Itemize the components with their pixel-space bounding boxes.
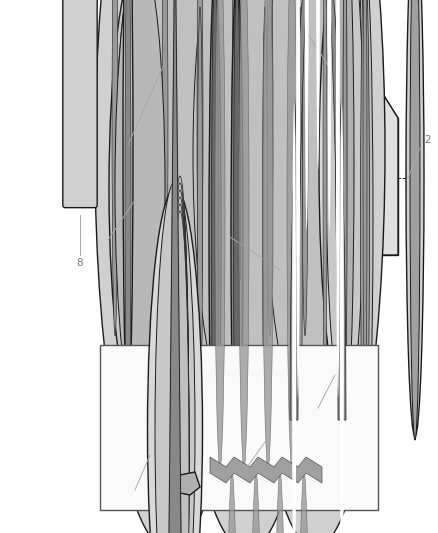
Ellipse shape: [212, 0, 219, 498]
Ellipse shape: [233, 7, 237, 429]
Ellipse shape: [148, 189, 202, 533]
Ellipse shape: [162, 0, 168, 336]
Ellipse shape: [360, 0, 370, 481]
Ellipse shape: [292, 104, 296, 533]
Ellipse shape: [326, 0, 364, 413]
Ellipse shape: [233, 0, 240, 500]
Ellipse shape: [193, 0, 301, 440]
Ellipse shape: [209, 0, 221, 497]
Ellipse shape: [406, 0, 424, 437]
Ellipse shape: [305, 0, 309, 230]
Ellipse shape: [343, 0, 347, 409]
Ellipse shape: [171, 197, 189, 533]
Polygon shape: [295, 58, 398, 255]
Ellipse shape: [299, 472, 309, 533]
Text: 1: 1: [314, 17, 321, 27]
Ellipse shape: [337, 0, 343, 336]
Ellipse shape: [265, 0, 365, 437]
Ellipse shape: [363, 0, 367, 430]
Ellipse shape: [336, 0, 340, 398]
Ellipse shape: [327, 0, 331, 230]
Ellipse shape: [125, 0, 131, 458]
Ellipse shape: [357, 0, 373, 478]
Text: 2: 2: [425, 135, 431, 145]
Ellipse shape: [171, 190, 189, 533]
Text: 3: 3: [280, 273, 286, 283]
Ellipse shape: [171, 183, 189, 533]
Ellipse shape: [263, 0, 273, 468]
FancyBboxPatch shape: [293, 0, 317, 220]
Ellipse shape: [302, 0, 308, 336]
Text: 9: 9: [169, 45, 175, 55]
Text: 8: 8: [77, 258, 83, 268]
Ellipse shape: [115, 0, 165, 421]
Ellipse shape: [95, 0, 245, 533]
Text: 10: 10: [261, 275, 275, 285]
Polygon shape: [108, 230, 398, 255]
Polygon shape: [170, 62, 248, 95]
Ellipse shape: [172, 0, 322, 533]
Text: 11: 11: [118, 493, 132, 503]
Ellipse shape: [127, 0, 133, 336]
Ellipse shape: [232, 0, 238, 336]
Ellipse shape: [297, 7, 303, 429]
Ellipse shape: [316, 0, 320, 169]
Ellipse shape: [171, 204, 189, 533]
FancyBboxPatch shape: [232, 0, 258, 219]
Ellipse shape: [287, 0, 297, 468]
Polygon shape: [210, 457, 322, 483]
Ellipse shape: [116, 0, 224, 440]
Ellipse shape: [245, 0, 385, 533]
Polygon shape: [165, 0, 185, 533]
FancyBboxPatch shape: [63, 0, 97, 208]
Ellipse shape: [343, 0, 347, 449]
Ellipse shape: [109, 0, 171, 416]
Ellipse shape: [332, 7, 338, 429]
Ellipse shape: [197, 0, 203, 336]
Text: 6: 6: [97, 243, 103, 253]
Text: 13: 13: [336, 362, 349, 372]
Ellipse shape: [251, 472, 261, 533]
FancyBboxPatch shape: [262, 0, 288, 223]
Polygon shape: [70, 58, 398, 118]
Ellipse shape: [357, 7, 363, 429]
Polygon shape: [170, 472, 200, 495]
Ellipse shape: [267, 0, 273, 336]
Ellipse shape: [336, 0, 354, 423]
Ellipse shape: [112, 0, 118, 336]
Ellipse shape: [296, 0, 300, 398]
Ellipse shape: [155, 182, 195, 533]
Ellipse shape: [323, 0, 327, 430]
Ellipse shape: [275, 472, 285, 533]
Polygon shape: [290, 0, 346, 420]
Ellipse shape: [410, 0, 420, 440]
Ellipse shape: [215, 0, 225, 468]
Ellipse shape: [231, 0, 243, 498]
Ellipse shape: [227, 472, 237, 533]
Ellipse shape: [340, 104, 344, 533]
Ellipse shape: [319, 0, 371, 406]
Polygon shape: [108, 118, 398, 230]
Ellipse shape: [123, 0, 133, 408]
Ellipse shape: [142, 0, 148, 336]
Ellipse shape: [171, 211, 189, 533]
Ellipse shape: [198, 7, 202, 429]
Ellipse shape: [262, 7, 268, 429]
FancyBboxPatch shape: [100, 345, 378, 510]
FancyBboxPatch shape: [202, 0, 228, 223]
Text: 12: 12: [272, 420, 285, 430]
Ellipse shape: [171, 176, 189, 533]
Ellipse shape: [239, 0, 249, 468]
Ellipse shape: [357, 0, 363, 336]
Polygon shape: [108, 78, 175, 118]
